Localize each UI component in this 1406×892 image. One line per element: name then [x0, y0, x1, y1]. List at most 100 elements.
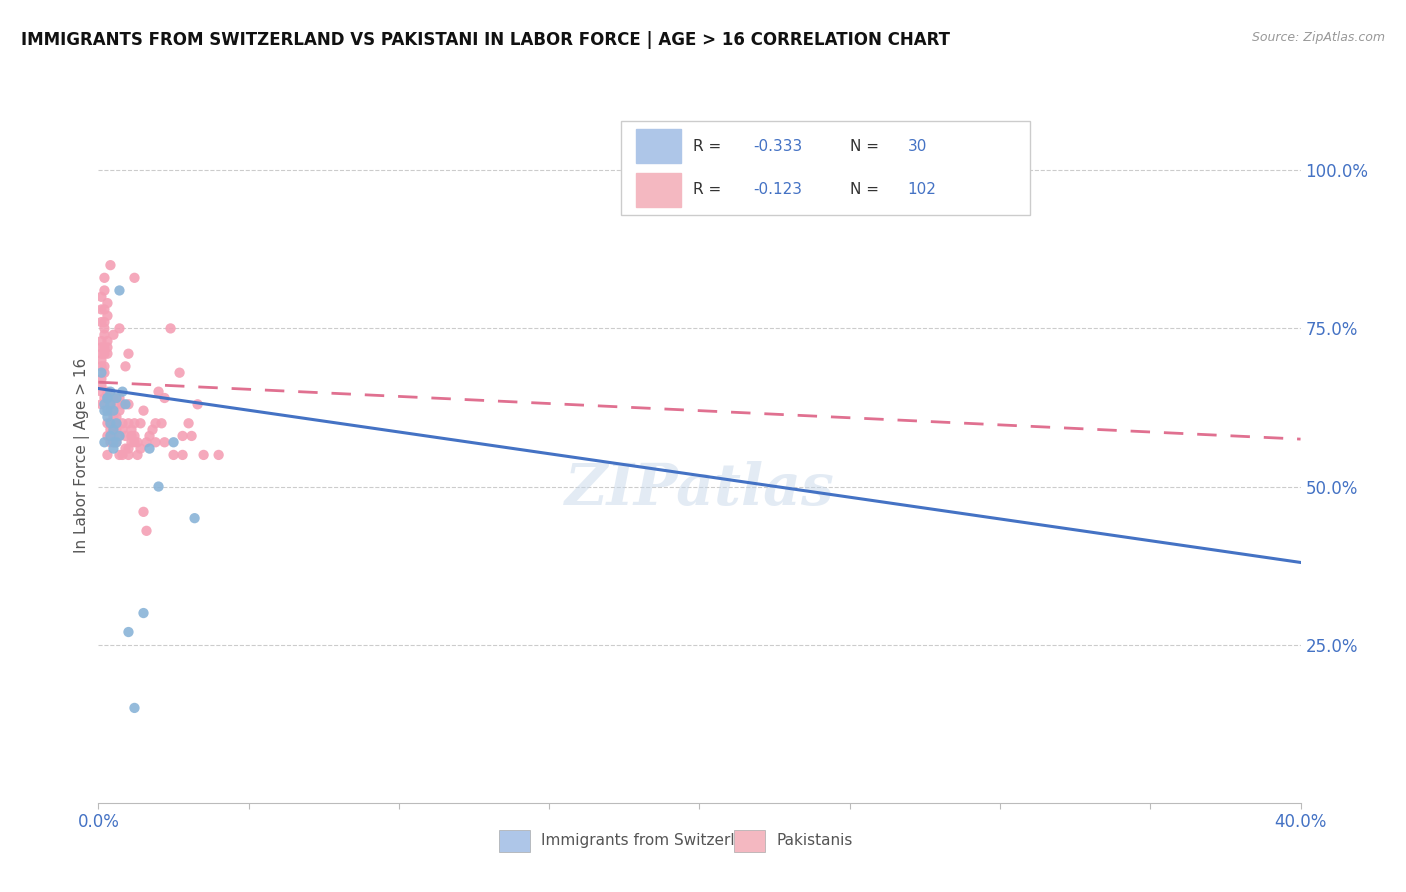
Point	[124, 435, 146, 450]
FancyBboxPatch shape	[621, 121, 1031, 215]
Point	[159, 321, 181, 335]
Point	[148, 479, 170, 493]
Point	[105, 417, 128, 431]
Point	[93, 315, 115, 329]
Point	[103, 429, 125, 443]
Point	[96, 296, 118, 310]
Point	[183, 511, 205, 525]
Point	[117, 448, 139, 462]
Point	[96, 334, 118, 348]
Point	[103, 435, 125, 450]
Point	[103, 391, 125, 405]
Point	[127, 448, 149, 462]
Point	[100, 417, 122, 431]
Text: R =: R =	[693, 138, 727, 153]
Point	[93, 321, 115, 335]
Point	[108, 391, 131, 405]
Point	[100, 429, 122, 443]
Point	[153, 435, 176, 450]
Point	[103, 403, 125, 417]
Point	[96, 409, 118, 424]
Point	[93, 435, 115, 450]
Point	[105, 435, 128, 450]
Point	[93, 302, 115, 317]
Point	[90, 359, 112, 374]
Point	[90, 315, 112, 329]
Text: 102: 102	[907, 182, 936, 197]
Point	[132, 606, 155, 620]
Point	[90, 378, 112, 392]
Point	[105, 409, 128, 424]
Point	[108, 321, 131, 335]
Point	[96, 391, 118, 405]
Point	[180, 429, 202, 443]
Point	[96, 429, 118, 443]
Point	[135, 435, 157, 450]
Text: R =: R =	[693, 182, 727, 197]
Point	[93, 359, 115, 374]
Point	[96, 384, 118, 399]
Point	[93, 270, 115, 285]
Point	[108, 429, 131, 443]
Point	[96, 340, 118, 354]
Point	[105, 435, 128, 450]
Point	[90, 384, 112, 399]
Point	[103, 417, 125, 431]
Point	[100, 417, 122, 431]
Point	[129, 417, 152, 431]
Point	[111, 417, 134, 431]
Point	[93, 397, 115, 411]
Point	[105, 391, 128, 405]
Point	[93, 340, 115, 354]
Point	[100, 435, 122, 450]
Point	[124, 417, 146, 431]
Point	[100, 397, 122, 411]
Point	[172, 429, 194, 443]
Text: N =: N =	[849, 182, 883, 197]
Point	[121, 435, 143, 450]
Point	[100, 384, 122, 399]
Point	[103, 442, 125, 456]
Point	[117, 397, 139, 411]
Point	[103, 409, 125, 424]
Point	[138, 442, 160, 456]
Point	[103, 327, 125, 342]
Point	[141, 423, 163, 437]
Point	[93, 347, 115, 361]
Text: Pakistanis: Pakistanis	[776, 833, 852, 848]
Point	[105, 423, 128, 437]
Point	[90, 397, 112, 411]
Point	[187, 397, 209, 411]
Point	[111, 448, 134, 462]
Point	[96, 448, 118, 462]
Point	[105, 397, 128, 411]
Text: -0.123: -0.123	[754, 182, 803, 197]
FancyBboxPatch shape	[636, 129, 682, 162]
Text: N =: N =	[849, 138, 883, 153]
Point	[132, 403, 155, 417]
Y-axis label: In Labor Force | Age > 16: In Labor Force | Age > 16	[75, 358, 90, 552]
Point	[129, 442, 152, 456]
Point	[124, 270, 146, 285]
Point	[162, 448, 184, 462]
Point	[114, 429, 136, 443]
Point	[121, 423, 143, 437]
Point	[96, 417, 118, 431]
Point	[90, 290, 112, 304]
Point	[162, 435, 184, 450]
Point	[108, 448, 131, 462]
Point	[117, 442, 139, 456]
Text: 30: 30	[907, 138, 927, 153]
Point	[108, 284, 131, 298]
Point	[117, 347, 139, 361]
Point	[90, 334, 112, 348]
Point	[100, 423, 122, 437]
Point	[93, 403, 115, 417]
Point	[127, 435, 149, 450]
Point	[90, 366, 112, 380]
Point	[90, 372, 112, 386]
Point	[103, 423, 125, 437]
Point	[93, 327, 115, 342]
Point	[208, 448, 231, 462]
Point	[93, 284, 115, 298]
